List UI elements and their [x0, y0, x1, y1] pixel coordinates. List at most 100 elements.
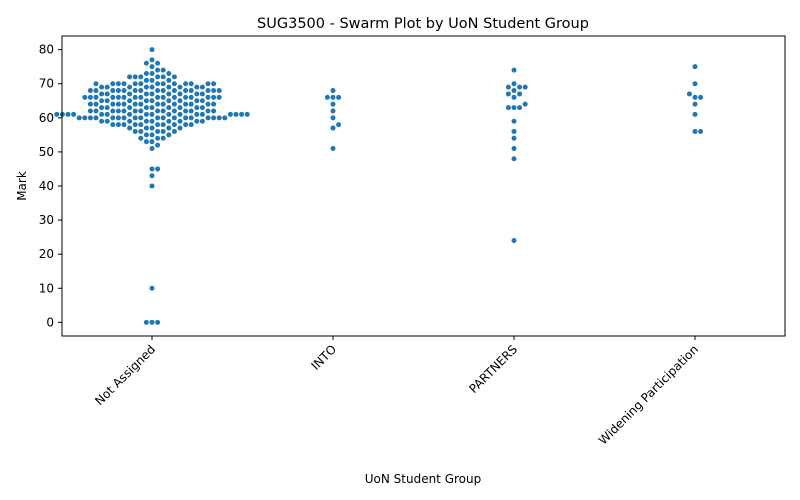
data-point [121, 108, 127, 114]
data-point [138, 74, 144, 80]
y-tick-label: 20 [39, 247, 54, 261]
data-point [211, 94, 217, 100]
data-point [517, 105, 523, 111]
data-point [149, 105, 155, 111]
data-point [183, 122, 189, 128]
data-point [211, 101, 217, 107]
data-point [698, 94, 704, 100]
y-tick-label: 10 [39, 281, 54, 295]
data-point [87, 94, 93, 100]
data-point [171, 128, 177, 134]
data-point [177, 118, 183, 124]
y-axis-ticks: 0 10 20 30 40 50 60 70 80 [39, 43, 62, 329]
data-point [336, 122, 342, 128]
data-point [155, 60, 161, 66]
data-point [155, 67, 161, 73]
data-point [127, 111, 133, 117]
data-point [143, 60, 149, 66]
data-point [99, 98, 105, 104]
data-point [149, 139, 155, 145]
data-point [160, 115, 166, 121]
data-point [205, 81, 211, 87]
data-point [143, 125, 149, 131]
data-point [138, 115, 144, 121]
data-point [104, 111, 110, 117]
data-point [522, 101, 528, 107]
data-point [171, 94, 177, 100]
data-point [99, 118, 105, 124]
data-points [54, 47, 704, 325]
data-point [183, 101, 189, 107]
data-point [188, 88, 194, 94]
data-point [194, 91, 200, 97]
data-point [138, 94, 144, 100]
data-point [138, 88, 144, 94]
data-point [511, 94, 517, 100]
data-point [205, 101, 211, 107]
data-point [76, 115, 82, 121]
y-tick-label: 0 [46, 315, 54, 329]
data-point [149, 146, 155, 151]
data-point [166, 132, 172, 138]
data-point [132, 94, 138, 100]
data-point [110, 101, 116, 107]
data-point [110, 108, 116, 114]
data-point [330, 108, 336, 114]
data-point [199, 91, 205, 97]
data-point [54, 111, 60, 117]
data-point [686, 91, 692, 97]
data-point [183, 88, 189, 94]
data-point [132, 128, 138, 134]
data-point [227, 111, 233, 117]
data-point [160, 135, 166, 141]
data-point [155, 101, 161, 107]
data-point [115, 88, 121, 94]
data-point [149, 166, 155, 172]
data-point [505, 105, 511, 111]
data-point [211, 81, 217, 87]
data-point [211, 88, 217, 94]
data-point [121, 88, 127, 94]
data-point [155, 74, 161, 80]
data-point [511, 67, 517, 73]
data-point [188, 115, 194, 121]
plot-frame [61, 35, 786, 337]
data-point [93, 108, 99, 114]
data-point [160, 128, 166, 134]
data-point [155, 122, 161, 128]
data-point [188, 122, 194, 128]
data-point [149, 132, 155, 138]
data-point [160, 67, 166, 73]
data-point [511, 156, 517, 162]
y-axis-label: Mark [15, 171, 29, 201]
data-point [93, 101, 99, 107]
data-point [166, 105, 172, 111]
data-point [177, 125, 183, 131]
data-point [194, 84, 200, 90]
data-point [149, 183, 155, 189]
data-point [166, 77, 172, 83]
data-point [330, 146, 336, 151]
data-point [171, 122, 177, 128]
data-point [104, 105, 110, 111]
data-point [692, 101, 698, 107]
data-point [82, 115, 88, 121]
data-point [183, 115, 189, 121]
data-point [692, 128, 698, 134]
data-point [138, 81, 144, 87]
data-point [511, 238, 517, 244]
data-point [194, 111, 200, 117]
data-point [511, 118, 517, 124]
data-point [211, 108, 217, 114]
data-point [149, 111, 155, 117]
data-point [149, 57, 155, 63]
data-point [155, 94, 161, 100]
data-point [149, 125, 155, 131]
chart-title: SUG3500 - Swarm Plot by UoN Student Grou… [257, 16, 589, 32]
data-point [93, 81, 99, 87]
data-point [336, 94, 342, 100]
data-point [324, 94, 330, 100]
data-point [216, 115, 222, 121]
data-point [155, 108, 161, 114]
data-point [517, 84, 523, 90]
